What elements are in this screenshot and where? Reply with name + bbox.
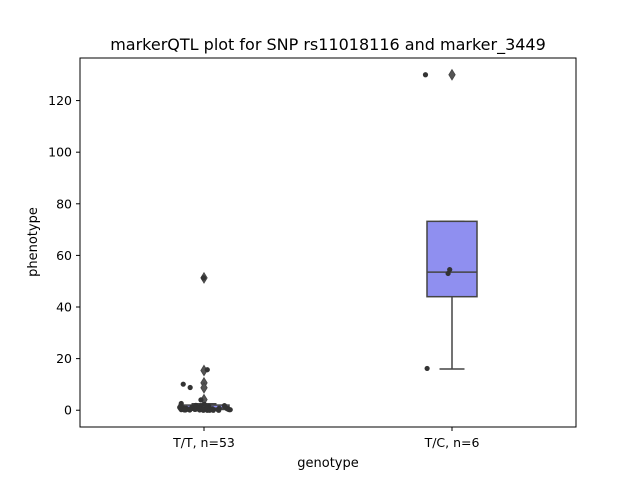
data-point-50 [215, 407, 221, 413]
data-point-1 [204, 367, 210, 373]
data-point-3 [424, 365, 430, 372]
y-axis-label: phenotype [26, 207, 41, 277]
plot-area [177, 68, 478, 413]
data-point-2 [447, 266, 453, 273]
data-point-0 [200, 275, 207, 281]
y-tick-label-80: 80 [56, 196, 72, 211]
plot-frame [79, 57, 577, 428]
y-tick-label-40: 40 [56, 300, 72, 315]
data-point-3 [187, 384, 193, 391]
x-tick-label-1: T/C, n=6 [424, 435, 480, 450]
data-point-52 [181, 407, 187, 413]
data-point-2 [180, 381, 186, 387]
y-tick-label-20: 20 [56, 351, 72, 366]
data-point-0 [422, 72, 429, 78]
data-point-45 [222, 404, 228, 410]
data-point-51 [209, 406, 215, 412]
flier-0 [448, 68, 456, 81]
flier-3 [200, 381, 208, 394]
chart-title: markerQTL plot for SNP rs11018116 and ma… [110, 35, 546, 55]
group-0 [177, 271, 233, 413]
x-axis-label: genotype [297, 456, 358, 471]
group-1 [422, 68, 478, 372]
data-point-4 [198, 397, 204, 403]
x-tick-label-0: T/T, n=53 [172, 435, 235, 450]
box [426, 220, 478, 298]
data-point-47 [187, 406, 193, 412]
y-tick-label-100: 100 [48, 145, 72, 160]
y-tick-label-60: 60 [56, 248, 72, 263]
y-tick-label-0: 0 [64, 403, 72, 418]
y-tick-label-120: 120 [48, 93, 72, 108]
data-point-49 [196, 405, 202, 411]
